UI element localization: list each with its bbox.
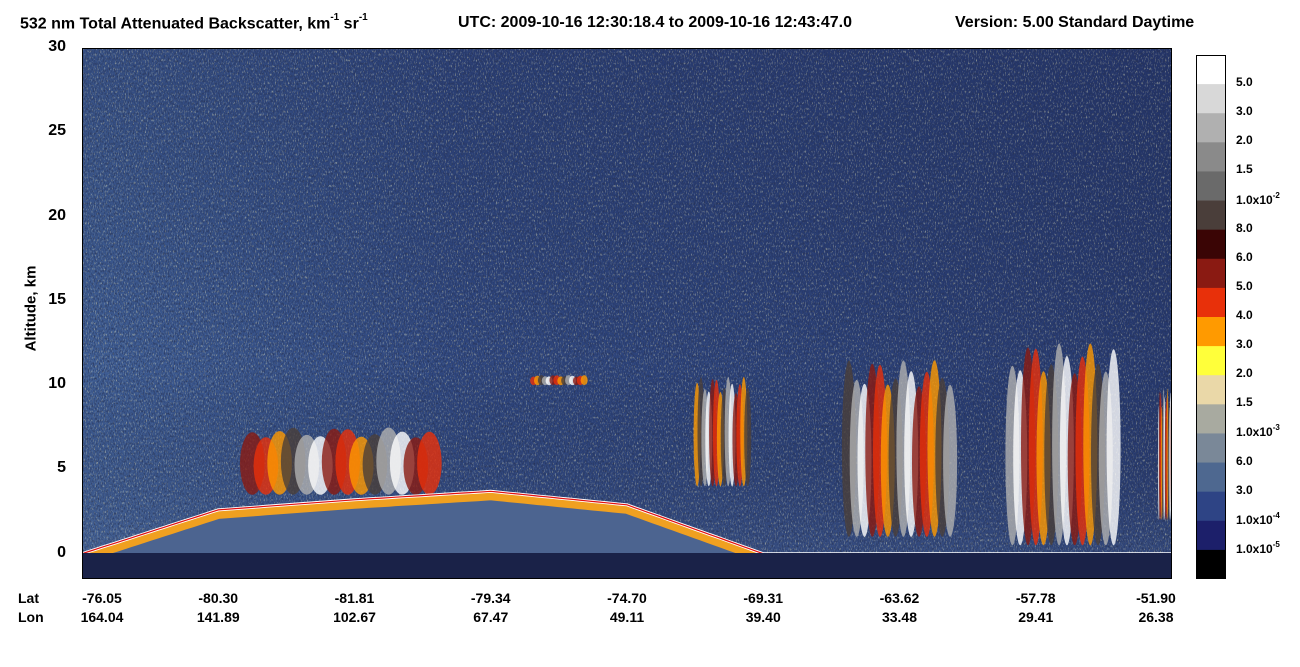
colorbar-swatch [1196,491,1226,522]
lat-tick-label: -51.90 [1136,590,1176,606]
lat-tick-label: -57.78 [1015,590,1056,606]
backscatter-plot [82,48,1172,579]
colorbar-label: 1.5 [1236,395,1253,410]
cloud-blob [1106,349,1121,546]
colorbar-swatch [1196,375,1226,405]
colorbar-swatch [1196,84,1226,114]
colorbar-label: 8.0 [1236,220,1253,235]
cloud-layer [1158,388,1172,520]
cloud-layer [530,375,588,386]
y-tick-label: 25 [48,122,66,140]
colorbar-frame [1196,55,1226,579]
y-tick-label: 5 [57,459,66,477]
cloud-layer [240,427,442,495]
colorbar-swatch [1196,549,1226,579]
colorbar-label: 1.5 [1236,162,1253,177]
lon-tick-label: 164.04 [80,609,124,625]
colorbar-swatch [1196,346,1226,376]
colorbar-label: 3.0 [1236,482,1253,497]
colorbar-label: 1.0x10-2 [1236,190,1280,207]
lon-tick-label: 102.67 [333,609,376,625]
title-version: Version: 5.00 Standard Daytime [955,14,1195,31]
colorbar-swatch [1196,200,1226,231]
colorbar-swatch [1196,317,1226,347]
cloud-layer [693,376,752,487]
lat-tick-label: -79.34 [470,590,511,606]
lon-tick-label: 67.47 [473,609,509,625]
colorbar [1196,55,1226,579]
colorbar-swatch [1196,287,1226,318]
cloud-blob [943,384,958,537]
colorbar-label: 5.0 [1236,75,1253,90]
colorbar-label: 5.0 [1236,278,1253,293]
y-axis-label: Altitude, km [22,265,40,352]
colorbar-label: 6.0 [1236,453,1253,468]
colorbar-swatch [1196,229,1226,260]
title-utc-range: UTC: 2009-10-16 12:30:18.4 to 2009-10-16… [458,14,853,31]
lat-tick-label: -80.30 [198,590,239,606]
y-tick-label: 0 [57,543,66,561]
colorbar-label: 2.0 [1236,133,1253,148]
lon-row-label: Lon [18,609,44,625]
colorbar-label: 2.0 [1236,366,1253,381]
lat-tick-label: -74.70 [607,590,647,606]
colorbar-swatch [1196,113,1226,143]
colorbar-swatch [1196,142,1226,172]
lon-tick-label: 49.11 [609,609,645,625]
colorbar-label: 1.0x10-3 [1236,423,1280,440]
lat-row-label: Lat [18,590,39,606]
title-main: 532 nm Total Attenuated Backscatter, km-… [20,12,368,33]
colorbar-label: 3.0 [1236,104,1253,119]
colorbar-label: 6.0 [1236,249,1253,264]
lat-tick-label: -76.05 [82,590,122,606]
lon-tick-label: 141.89 [196,609,240,625]
lon-tick-label: 26.38 [1138,609,1174,625]
cloud-blob [744,387,752,487]
y-tick-label: 10 [48,375,66,393]
cloud-layers [240,343,1172,546]
colorbar-swatch [1196,55,1226,85]
y-tick-label: 15 [48,290,66,308]
lat-tick-label: -69.31 [743,590,784,606]
plot-frame [82,48,1172,579]
colorbar-label: 1.0x10-4 [1236,510,1280,527]
chart-title: 532 nm Total Attenuated Backscatter, km-… [20,12,1280,36]
y-tick-label: 20 [48,206,66,224]
colorbar-swatch [1196,462,1226,493]
cloud-layer [1005,343,1121,546]
lat-tick-label: -81.81 [334,590,375,606]
colorbar-label: 3.0 [1236,337,1253,352]
cloud-blob [417,431,442,495]
colorbar-swatch [1196,404,1226,434]
colorbar-swatch [1196,258,1226,289]
colorbar-label: 4.0 [1236,308,1253,322]
colorbar-swatch [1196,520,1226,551]
lon-tick-label: 39.40 [745,609,781,625]
lon-tick-label: 33.48 [881,609,918,625]
lat-tick-label: -63.62 [879,590,920,606]
lon-tick-label: 29.41 [1018,609,1054,625]
cloud-layer [841,360,958,537]
y-tick-label: 30 [48,38,66,55]
below-surface-strip [82,553,1172,579]
colorbar-swatch [1196,433,1226,464]
colorbar-swatch [1196,171,1226,202]
colorbar-label: 1.0x10-5 [1236,539,1280,556]
cloud-blob [580,375,588,386]
